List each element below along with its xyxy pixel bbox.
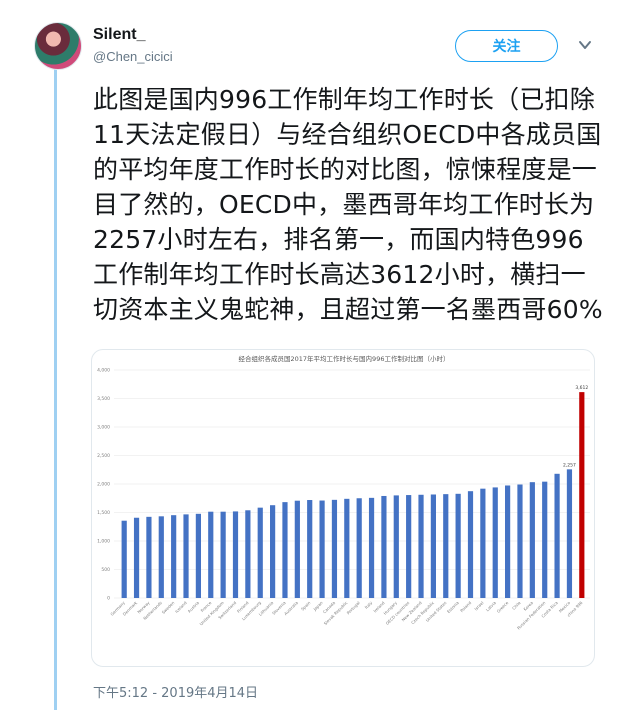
bar xyxy=(121,520,127,598)
y-tick-label: 2,500 xyxy=(97,453,110,459)
thread-line xyxy=(54,66,57,710)
x-tick-label: Sweden xyxy=(161,600,176,615)
y-tick-label: 2,000 xyxy=(97,482,110,488)
bar xyxy=(208,511,214,598)
bar xyxy=(566,469,573,598)
x-tick-label: Poland xyxy=(459,600,472,613)
bar xyxy=(282,502,288,598)
bar xyxy=(245,510,251,598)
bar-chart: 经合组织各成员国2017年平均工作时长与国内996工作制对比图（小时） 0 500 1… xyxy=(97,354,590,631)
user-name[interactable]: Silent_ xyxy=(93,26,146,43)
x-tick-label: Austria xyxy=(187,600,201,614)
y-tick-label: 1,000 xyxy=(97,539,110,545)
bar xyxy=(529,482,535,598)
follow-button[interactable]: 关注 xyxy=(455,30,558,62)
x-tick-label: Korea xyxy=(522,600,534,612)
bar xyxy=(158,516,164,598)
y-tick-label: 500 xyxy=(101,567,110,573)
bar xyxy=(270,505,276,598)
tweet-text: 此图是国内996工作制年均工作时长（已扣除11天法定假日）与经合组织OECD中各… xyxy=(93,85,603,324)
y-tick-label: 4,000 xyxy=(97,368,110,374)
bar xyxy=(368,497,375,598)
bar xyxy=(381,495,387,598)
bar xyxy=(517,484,523,598)
bar xyxy=(294,500,300,598)
x-tick-label: Estonia xyxy=(446,600,460,614)
avatar[interactable] xyxy=(34,22,82,70)
bar xyxy=(542,481,548,598)
bar xyxy=(356,498,362,598)
x-tick-label: Chile xyxy=(511,600,522,611)
bar xyxy=(579,392,585,598)
bar xyxy=(183,514,189,598)
user-handle[interactable]: @Chen_cicici xyxy=(93,49,173,64)
bar xyxy=(480,488,486,598)
x-tick-label: Spain xyxy=(300,600,312,612)
bar xyxy=(232,511,239,598)
y-tick-label: 3,500 xyxy=(97,396,110,402)
bar xyxy=(418,494,424,598)
bar xyxy=(430,494,436,598)
x-tick-label: Iceland xyxy=(174,600,188,614)
bar xyxy=(133,517,140,598)
bar xyxy=(406,495,412,598)
bar xyxy=(344,498,350,598)
bar xyxy=(319,500,325,598)
chart-title: 经合组织各成员国2017年平均工作时长与国内996工作制对比图（小时） xyxy=(239,354,450,363)
tweet-timestamp[interactable]: 下午5:12 - 2019年4月14日 xyxy=(93,686,259,701)
bar xyxy=(257,507,263,598)
bar xyxy=(467,491,474,598)
y-tick-label: 0 xyxy=(107,596,110,602)
x-tick-label: Italy xyxy=(364,600,374,610)
bar xyxy=(146,516,152,598)
x-tick-label: Portugal xyxy=(346,600,361,615)
x-tick-label: Greece xyxy=(496,600,510,614)
bar xyxy=(443,494,449,598)
data-label: 2,257 xyxy=(563,462,576,468)
y-tick-label: 1,500 xyxy=(97,510,110,516)
bar xyxy=(455,493,461,598)
x-tick-label: Israel xyxy=(473,600,484,611)
bar xyxy=(393,495,399,598)
bar xyxy=(220,511,226,598)
y-tick-label: 3,000 xyxy=(97,425,110,431)
x-tick-label: Australia xyxy=(283,600,299,616)
bar xyxy=(505,485,511,598)
bar xyxy=(554,473,560,598)
bar xyxy=(171,515,177,598)
bar xyxy=(195,513,201,598)
chart-image[interactable]: 经合组织各成员国2017年平均工作时长与国内996工作制对比图（小时） 0 500 1… xyxy=(91,349,595,667)
chevron-down-icon[interactable] xyxy=(578,38,592,52)
data-label: 3,612 xyxy=(575,385,588,391)
bar xyxy=(331,499,338,598)
bar xyxy=(307,500,313,598)
bar xyxy=(492,487,498,598)
